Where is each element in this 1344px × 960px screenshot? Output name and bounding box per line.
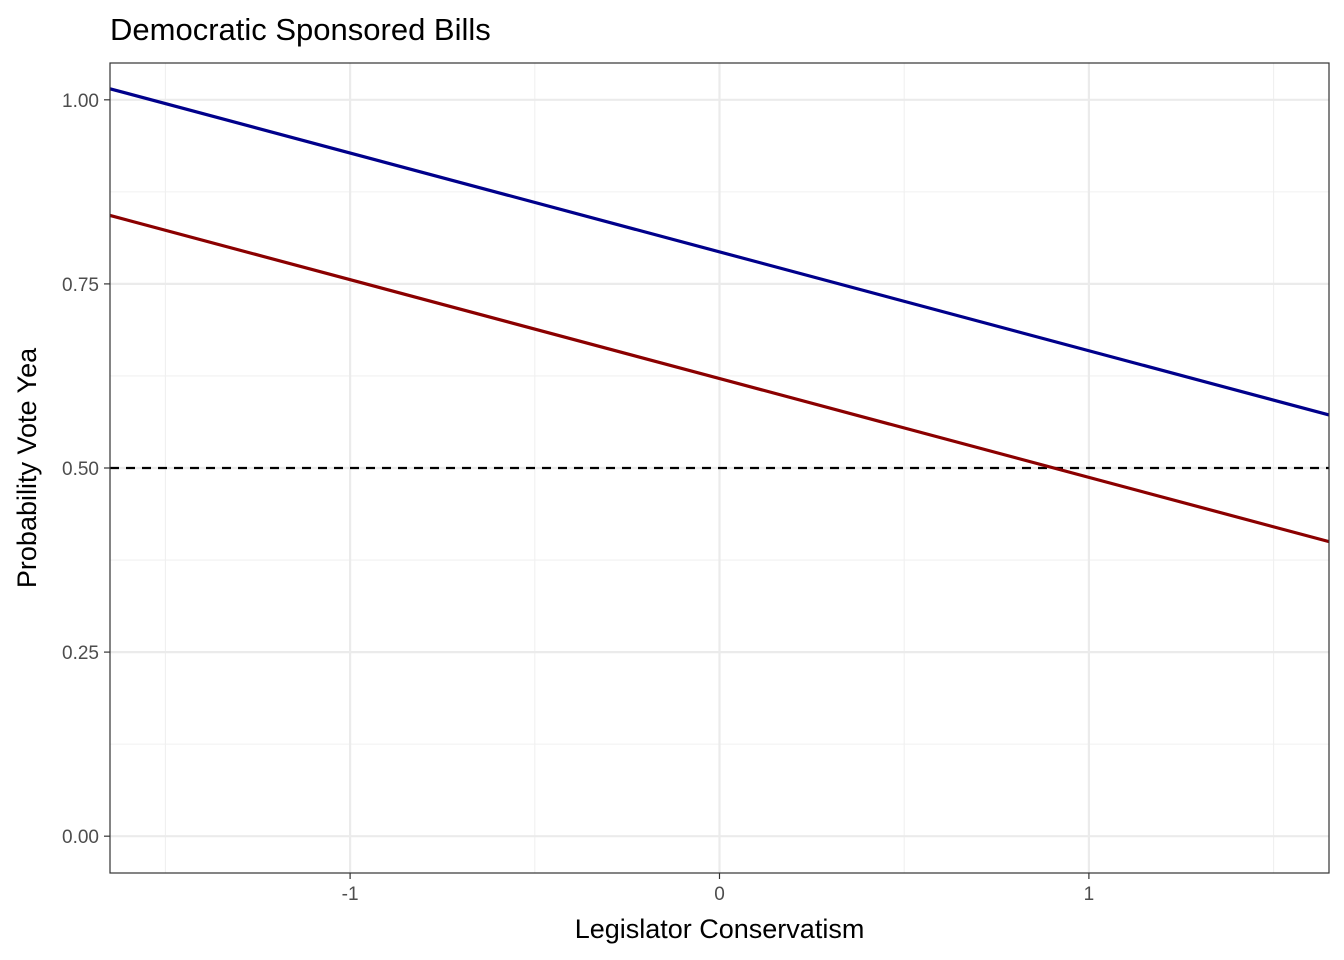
y-tick-label: 0.50 [62, 459, 99, 480]
y-axis-title: Probability Vote Yea [12, 347, 42, 588]
series-lines [109, 87, 1330, 544]
y-tick-label: 0.25 [62, 643, 99, 664]
y-tick-label: 0.00 [62, 827, 99, 848]
y-tick-label: 1.00 [62, 91, 99, 112]
x-tick-label: -1 [342, 884, 359, 905]
x-tick-label: 0 [714, 884, 725, 905]
y-tick-label: 0.75 [62, 275, 99, 296]
tick-labels: -1 0 1 0.00 0.25 0.50 0.75 1.00 [62, 91, 1094, 905]
axis-ticks [104, 99, 1090, 879]
series-line-1 [109, 87, 1330, 417]
x-tick-label: 1 [1084, 884, 1095, 905]
series-line-2 [109, 213, 1330, 544]
x-axis-title: Legislator Conservatism [575, 914, 865, 944]
chart-title: Democratic Sponsored Bills [110, 12, 491, 47]
